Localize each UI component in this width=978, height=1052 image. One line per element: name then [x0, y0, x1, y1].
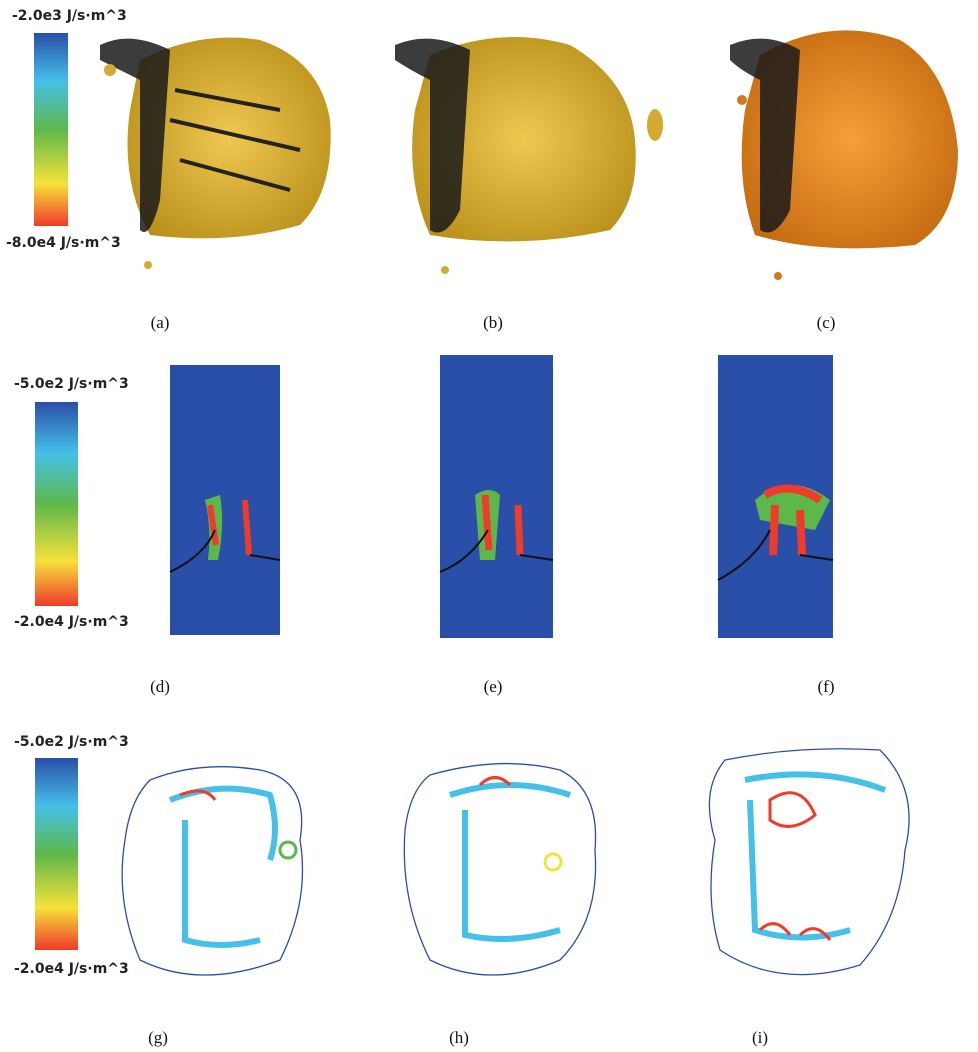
colorbar-bottom-label: -2.0e4 J/s·m^3 [14, 614, 129, 630]
panel-h-image [403, 762, 597, 976]
colorbar [35, 402, 78, 606]
panel-e-image [439, 355, 554, 638]
panel-label: (f) [818, 677, 835, 696]
colorbar [35, 758, 78, 950]
panel-label: (h) [449, 1028, 469, 1047]
panel-label: (a) [151, 313, 170, 332]
panel-c-image [730, 30, 958, 280]
panel-label: (c) [817, 313, 836, 332]
colorbar-bottom-label: -8.0e4 J/s·m^3 [6, 235, 121, 251]
colorbar-bottom-label: -2.0e4 J/s·m^3 [14, 961, 129, 977]
panel-f-image [717, 355, 834, 638]
colorbar-top-label: -5.0e2 J/s·m^3 [14, 734, 129, 750]
panel-g-image [121, 766, 304, 976]
panel-label: (b) [483, 313, 503, 332]
panel-label: (g) [148, 1028, 168, 1047]
panel-i-image [708, 748, 910, 976]
colorbar-top-label: -2.0e3 J/s·m^3 [12, 8, 127, 24]
panel-b-image [395, 37, 663, 274]
colorbar [34, 33, 68, 226]
panel-label: (i) [752, 1028, 768, 1047]
panel-label: (d) [150, 677, 170, 696]
panel-a-image [100, 37, 331, 269]
panel-d-image [169, 365, 281, 635]
colorbar-top-label: -5.0e2 J/s·m^3 [14, 376, 129, 392]
panel-label: (e) [484, 677, 503, 696]
